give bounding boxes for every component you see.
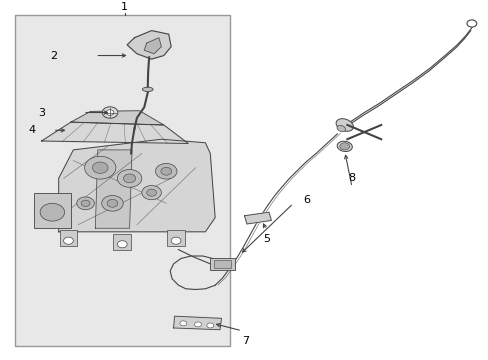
Circle shape [171,237,181,244]
Text: 6: 6 [303,195,309,205]
Text: 5: 5 [263,234,269,244]
Circle shape [339,143,349,150]
Text: 7: 7 [242,336,249,346]
Polygon shape [244,212,271,224]
Bar [113,234,131,249]
Circle shape [161,167,171,175]
Circle shape [81,200,90,207]
Circle shape [146,189,156,196]
Circle shape [102,107,118,118]
Circle shape [194,322,201,327]
Circle shape [40,203,64,221]
Circle shape [466,20,476,27]
Circle shape [106,110,114,115]
Circle shape [155,163,177,179]
Polygon shape [127,31,171,59]
Polygon shape [59,139,215,232]
Text: 8: 8 [348,173,355,183]
Circle shape [206,323,213,328]
Bar [210,258,234,270]
Ellipse shape [336,125,345,132]
Bar [15,15,229,346]
Circle shape [142,185,161,200]
Circle shape [92,162,108,174]
Polygon shape [173,316,221,330]
Bar [167,230,184,246]
Circle shape [102,195,123,211]
Ellipse shape [335,119,353,131]
Circle shape [107,199,118,207]
Circle shape [63,237,73,244]
Bar [60,230,77,246]
Text: 2: 2 [50,50,58,60]
Ellipse shape [142,87,153,91]
Text: 3: 3 [39,108,45,117]
Bar [34,193,71,228]
Polygon shape [144,38,161,54]
Text: 1: 1 [121,2,128,12]
Polygon shape [41,122,188,144]
Circle shape [84,156,116,179]
Bar [213,260,230,268]
Text: 4: 4 [28,125,35,135]
Circle shape [180,321,186,326]
Ellipse shape [336,141,352,152]
Circle shape [123,174,136,183]
Circle shape [117,241,127,248]
Polygon shape [95,150,132,228]
Circle shape [77,197,94,210]
Polygon shape [71,111,163,125]
Circle shape [117,170,142,187]
